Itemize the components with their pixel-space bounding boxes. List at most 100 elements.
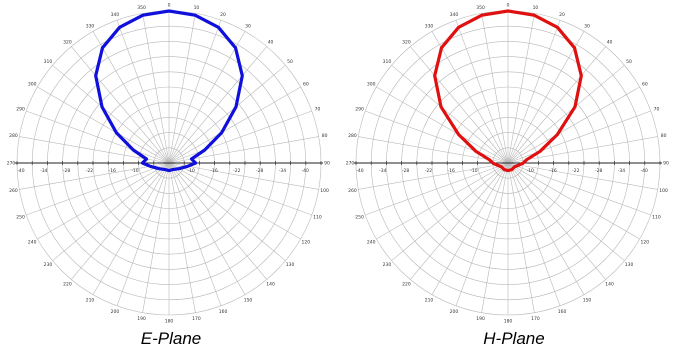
angle-tick-label: 120 xyxy=(641,240,650,246)
grid-spoke xyxy=(507,162,640,240)
grid-spoke xyxy=(52,65,170,164)
radial-tick-label-left: -16 xyxy=(448,168,455,174)
angle-tick-label: 290 xyxy=(355,106,364,112)
angle-tick-label: 300 xyxy=(28,82,37,88)
grid-spoke xyxy=(142,13,170,164)
radial-tick-label-left: -40 xyxy=(356,168,363,174)
angle-tick-label: 100 xyxy=(659,188,668,194)
grid-spoke xyxy=(168,162,301,240)
radial-tick-label-left: -16 xyxy=(109,168,116,174)
angle-tick-label: 170 xyxy=(531,316,540,322)
radial-tick-label-right: -34 xyxy=(618,168,625,174)
angle-tick-label: 230 xyxy=(44,262,53,268)
angle-tick-label: 90 xyxy=(663,161,669,167)
angle-tick-label: 180 xyxy=(165,319,174,325)
angle-tick-label: 50 xyxy=(626,59,632,65)
grid-spoke xyxy=(142,162,170,313)
angle-tick-label: 130 xyxy=(286,262,295,268)
angle-tick-label: 50 xyxy=(287,59,293,65)
grid-spoke xyxy=(507,46,606,164)
angle-tick-label: 100 xyxy=(320,188,329,194)
angle-tick-label: 60 xyxy=(642,82,648,88)
angle-tick-label: 150 xyxy=(583,297,592,303)
grid-spoke xyxy=(52,162,170,261)
radial-tick-label-left: -40 xyxy=(17,168,24,174)
grid-spoke xyxy=(116,162,170,306)
angle-tick-label: 290 xyxy=(16,106,25,112)
angle-tick-label: 160 xyxy=(558,309,567,315)
angle-tick-label: 200 xyxy=(111,309,120,315)
radial-tick-label-right: -22 xyxy=(233,168,240,174)
angle-tick-label: 210 xyxy=(425,297,434,303)
radial-tick-label-right: -28 xyxy=(595,168,602,174)
grid-spoke xyxy=(507,162,606,280)
grid-spoke xyxy=(168,162,319,190)
grid-spoke xyxy=(168,46,267,164)
e-plane-panel: 0 10 20 30 40 50 60 70 80 90 100 110 120 130 140 150 160… xyxy=(0,0,338,330)
angle-tick-label: 340 xyxy=(450,12,459,18)
grid-spoke xyxy=(507,136,658,164)
angle-tick-label: 80 xyxy=(322,133,328,139)
radial-tick-label-left: -34 xyxy=(379,168,386,174)
radial-tick-label-left: -28 xyxy=(63,168,70,174)
grid-spoke xyxy=(507,13,535,164)
angle-tick-label: 340 xyxy=(111,12,120,18)
grid-spoke xyxy=(507,65,625,164)
angle-tick-label: 80 xyxy=(661,133,667,139)
grid-spoke xyxy=(26,162,170,216)
angle-tick-label: 10 xyxy=(194,5,200,11)
grid-spoke xyxy=(71,46,170,164)
angle-tick-label: 310 xyxy=(383,59,392,65)
grid-spoke xyxy=(507,162,658,190)
grid-spoke xyxy=(410,162,509,280)
angle-tick-label: 0 xyxy=(168,3,171,9)
angle-tick-label: 110 xyxy=(313,215,322,221)
grid-spoke xyxy=(507,20,561,164)
grid-spoke xyxy=(431,162,509,295)
radial-tick-label-right: -22 xyxy=(572,168,579,174)
angle-tick-label: 350 xyxy=(137,5,146,11)
e-plane-polar-chart: 0 10 20 30 40 50 60 70 80 90 100 110 120 130 140 150 160… xyxy=(7,3,330,325)
radial-tick-label-right: -40 xyxy=(641,168,648,174)
radiation-pattern-line xyxy=(94,9,244,173)
angle-tick-label: 220 xyxy=(63,282,72,288)
radiation-pattern-line xyxy=(433,9,583,173)
grid-spoke xyxy=(481,162,509,313)
angle-tick-label: 220 xyxy=(402,282,411,288)
radial-tick-label-right: -16 xyxy=(549,168,556,174)
grid-spoke xyxy=(507,162,561,306)
grid-spoke xyxy=(507,162,625,261)
angle-tick-label: 250 xyxy=(16,215,25,221)
angle-tick-label: 240 xyxy=(367,240,376,246)
radial-tick-label-left: -10 xyxy=(470,168,477,174)
angle-tick-label: 20 xyxy=(559,12,565,18)
angle-tick-label: 30 xyxy=(584,24,590,30)
angle-tick-label: 260 xyxy=(9,188,18,194)
angle-tick-label: 200 xyxy=(450,309,459,315)
grid-spoke xyxy=(391,65,509,164)
h-plane-caption: H-Plane xyxy=(483,329,545,348)
grid-spoke xyxy=(168,86,301,164)
angle-tick-label: 0 xyxy=(507,3,510,9)
angle-tick-label: 270 xyxy=(346,161,355,167)
polar-grid xyxy=(15,10,323,316)
angle-tick-label: 240 xyxy=(28,240,37,246)
angle-tick-label: 250 xyxy=(355,215,364,221)
angle-tick-label: 190 xyxy=(476,316,485,322)
radial-tick-label-right: -10 xyxy=(527,168,534,174)
angle-tick-label: 190 xyxy=(137,316,146,322)
grid-spoke xyxy=(410,46,509,164)
h-plane-panel: 0 10 20 30 40 50 60 70 80 90 100 110 120 130 140 150 160… xyxy=(339,0,677,330)
angle-tick-label: 40 xyxy=(607,39,613,45)
grid-spoke xyxy=(168,162,222,306)
grid-spoke xyxy=(376,162,509,240)
angle-tick-label: 320 xyxy=(63,39,72,45)
grid-spoke xyxy=(507,162,535,313)
angle-tick-label: 150 xyxy=(244,297,253,303)
grid-spoke xyxy=(507,162,651,216)
grid-spoke xyxy=(455,20,509,164)
grid-spoke xyxy=(92,162,170,295)
angle-tick-label: 110 xyxy=(652,215,661,221)
h-plane-polar-chart: 0 10 20 30 40 50 60 70 80 90 100 110 120 130 140 150 160… xyxy=(346,3,669,325)
radial-tick-label-left: -10 xyxy=(131,168,138,174)
